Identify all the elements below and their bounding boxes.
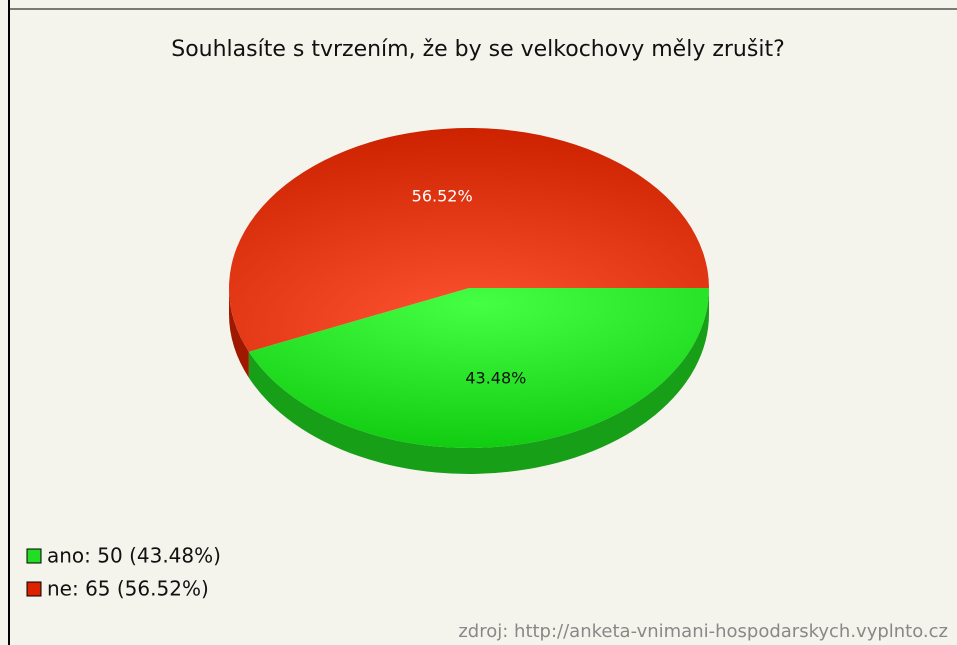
legend-swatch bbox=[26, 548, 42, 564]
legend-swatch bbox=[26, 581, 42, 597]
slice bbox=[229, 128, 709, 352]
legend-label: ne: 65 (56.52%) bbox=[47, 577, 209, 601]
slice-label: 56.52% bbox=[412, 187, 473, 206]
slice-label: 43.48% bbox=[465, 368, 526, 387]
chart-title: Souhlasíte s tvrzením, že by se velkocho… bbox=[171, 37, 785, 62]
slice-side bbox=[248, 288, 710, 475]
source: zdroj: http://anketa-vnimani-hospodarsky… bbox=[458, 621, 948, 642]
slice bbox=[248, 288, 710, 449]
legend-label: ano: 50 (43.48%) bbox=[47, 544, 221, 568]
slice-side bbox=[229, 288, 249, 378]
